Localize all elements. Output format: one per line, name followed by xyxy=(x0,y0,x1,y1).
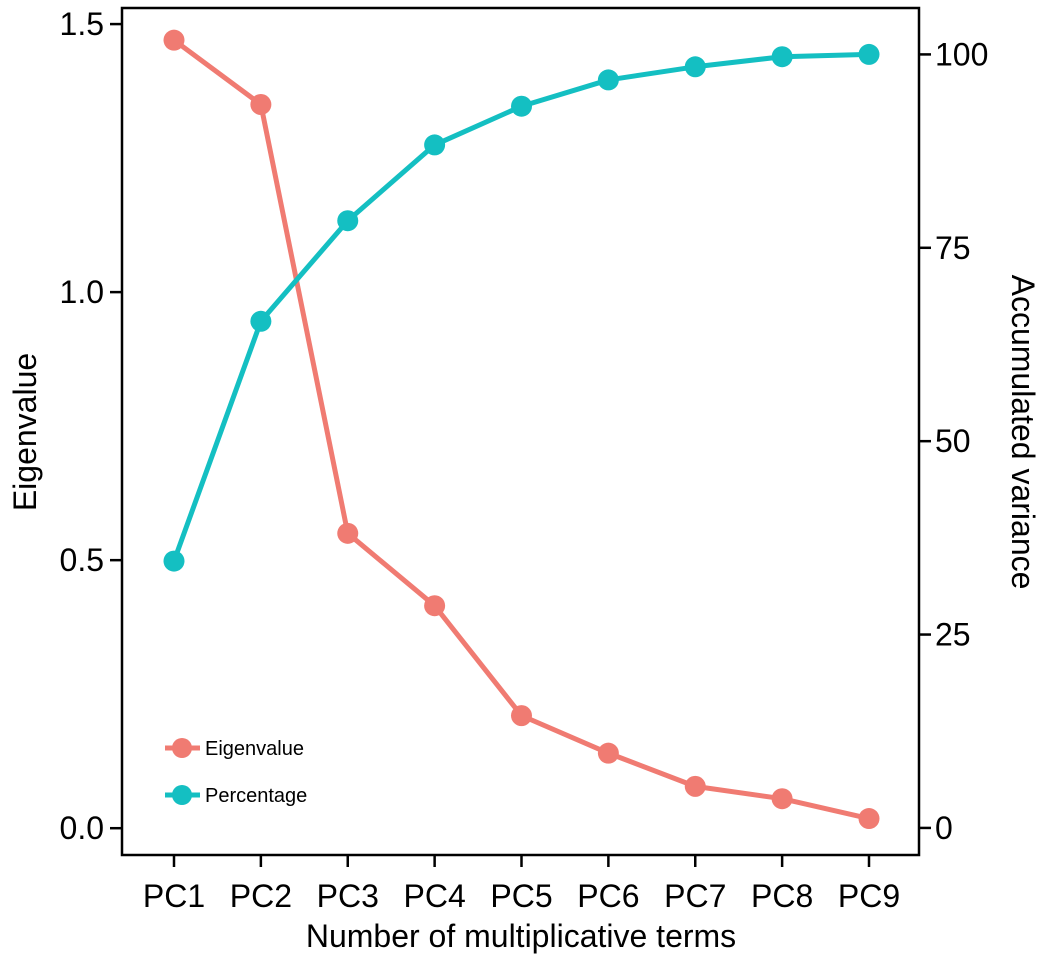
percentage-point xyxy=(597,69,619,91)
y-tick-label: 1.5 xyxy=(60,6,104,42)
legend: Eigenvalue Percentage xyxy=(165,738,307,807)
series-percentage xyxy=(163,43,880,572)
legend-item-percentage: Percentage xyxy=(165,785,307,807)
x-tick-label: PC2 xyxy=(230,878,292,914)
y2-tick-label: 25 xyxy=(935,617,971,653)
y-tick-label: 0.0 xyxy=(60,810,104,846)
legend-eigenvalue-label: Eigenvalue xyxy=(205,738,304,760)
right-axis: 0 25 50 75 100 xyxy=(919,36,988,846)
legend-eigenvalue-marker xyxy=(172,738,192,758)
percentage-point xyxy=(424,134,446,156)
y-axis-title: Eigenvalue xyxy=(7,353,43,511)
y2-tick-label: 50 xyxy=(935,423,971,459)
x-tick-label: PC8 xyxy=(751,878,813,914)
x-axis: PC1 PC2 PC3 PC4 PC5 PC6 PC7 PC8 PC9 xyxy=(143,855,900,914)
x-tick-label: PC1 xyxy=(143,878,205,914)
eigenvalue-point xyxy=(684,775,706,797)
percentage-point xyxy=(163,550,185,572)
legend-percentage-label: Percentage xyxy=(205,785,307,807)
percentage-point xyxy=(684,56,706,78)
eigenvalue-point xyxy=(858,808,880,830)
x-tick-label: PC4 xyxy=(404,878,466,914)
series-layer xyxy=(163,29,880,830)
y2-axis-title: Accumulated variance xyxy=(1005,275,1041,590)
x-axis-title: Number of multiplicative terms xyxy=(306,918,736,954)
x-tick-label: PC6 xyxy=(577,878,639,914)
left-axis: 0.0 0.5 1.0 1.5 xyxy=(60,6,122,846)
percentage-point xyxy=(337,210,359,232)
series-eigenvalue xyxy=(163,29,880,830)
y2-tick-label: 0 xyxy=(935,810,953,846)
x-tick-label: PC5 xyxy=(490,878,552,914)
percentage-point xyxy=(250,310,272,332)
percentage-point xyxy=(511,95,532,117)
series-line-percentage xyxy=(171,51,870,562)
eigenvalue-point xyxy=(337,522,359,544)
y2-tick-label: 100 xyxy=(935,36,988,72)
legend-percentage-marker xyxy=(172,785,192,805)
y-tick-label: 0.5 xyxy=(60,542,104,578)
percentage-point xyxy=(771,46,793,68)
x-tick-label: PC7 xyxy=(664,878,726,914)
eigenvalue-point xyxy=(163,29,185,51)
eigenvalue-point xyxy=(424,595,446,617)
y-tick-label: 1.0 xyxy=(60,274,104,310)
eigenvalue-point xyxy=(511,705,532,727)
x-tick-label: PC3 xyxy=(317,878,379,914)
eigenvalue-point xyxy=(250,93,272,115)
y2-tick-label: 75 xyxy=(935,230,971,266)
eigenvalue-point xyxy=(597,742,619,764)
x-tick-label: PC9 xyxy=(838,878,900,914)
percentage-point xyxy=(858,43,880,65)
plot-frame xyxy=(120,6,921,857)
series-line-eigenvalue xyxy=(172,38,870,821)
eigenvalue-point xyxy=(771,788,793,810)
legend-item-eigenvalue: Eigenvalue xyxy=(165,738,304,760)
